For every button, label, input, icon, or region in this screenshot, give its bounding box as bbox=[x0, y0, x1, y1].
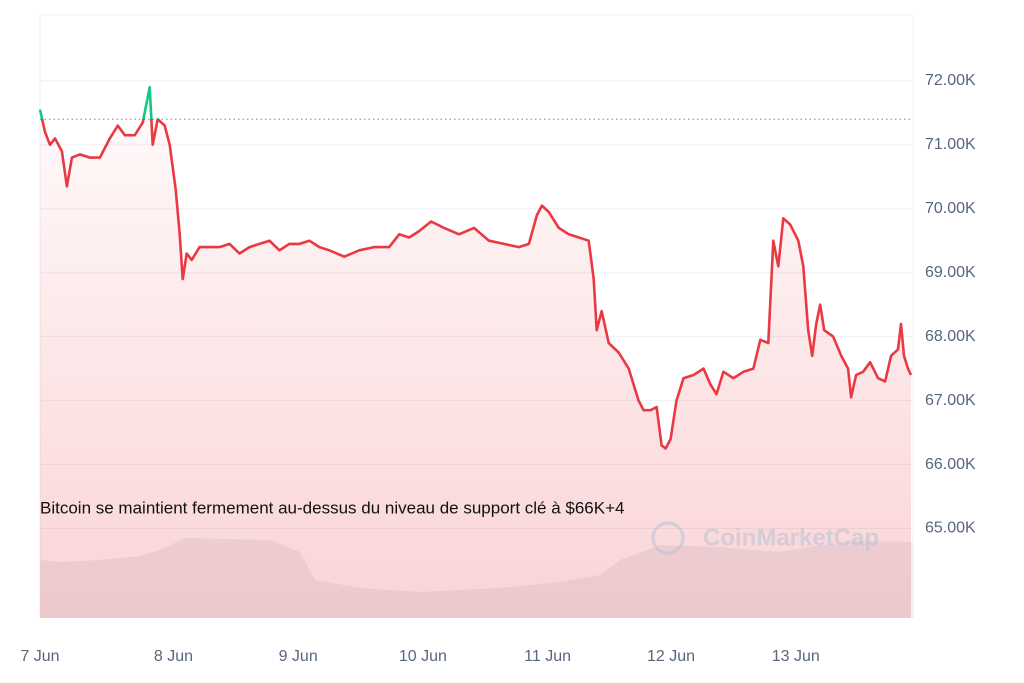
y-tick-label: 69.00K bbox=[925, 264, 976, 281]
price-line bbox=[38, 86, 913, 450]
y-tick-label: 71.00K bbox=[925, 136, 976, 153]
x-tick-label: 12 Jun bbox=[647, 648, 695, 665]
price-area bbox=[40, 119, 912, 618]
watermark-logo bbox=[651, 521, 685, 555]
y-tick-label: 68.00K bbox=[925, 328, 976, 345]
watermark-text: CoinMarketCap bbox=[703, 524, 879, 551]
y-tick-label: 67.00K bbox=[925, 392, 976, 409]
x-tick-label: 10 Jun bbox=[399, 648, 447, 665]
y-tick-label: 65.00K bbox=[925, 520, 976, 537]
y-tick-label: 70.00K bbox=[925, 200, 976, 217]
watermark: CoinMarketCap bbox=[651, 521, 879, 555]
x-tick-label: 11 Jun bbox=[524, 648, 571, 665]
x-tick-label: 13 Jun bbox=[772, 648, 820, 665]
y-tick-label: 66.00K bbox=[925, 456, 976, 473]
x-tick-label: 9 Jun bbox=[279, 648, 318, 665]
caption: Bitcoin se maintient fermement au-dessus… bbox=[40, 498, 624, 517]
x-tick-label: 8 Jun bbox=[154, 648, 193, 665]
y-tick-label: 72.00K bbox=[925, 72, 976, 89]
x-tick-label: 7 Jun bbox=[20, 648, 59, 665]
